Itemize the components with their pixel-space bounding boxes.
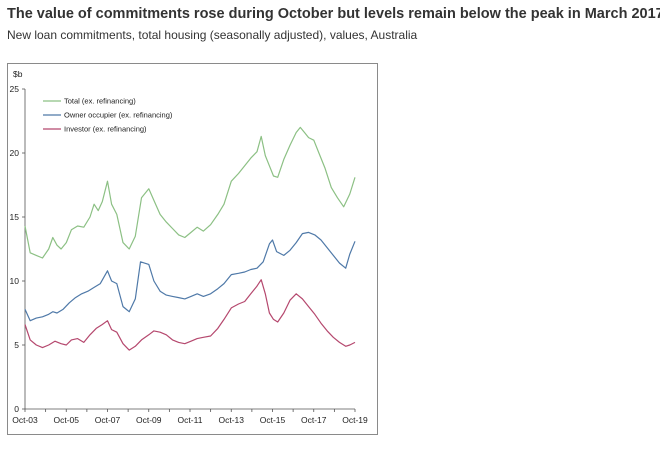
x-tick-label: Oct-05 bbox=[53, 415, 79, 425]
chart-frame: $b 0 5 10 15 20 25 Oct-03 Oct-05 Oct-07 Oct-09 Oct-… bbox=[7, 63, 378, 435]
total-series-line bbox=[24, 126, 356, 259]
x-tick-label: Oct-19 bbox=[342, 415, 368, 425]
x-tick-label: Oct-15 bbox=[260, 415, 286, 425]
legend-investor-label: Investor (ex. refinancing) bbox=[64, 125, 147, 134]
line-chart: $b 0 5 10 15 20 25 Oct-03 Oct-05 Oct-07 Oct-09 Oct-… bbox=[10, 69, 368, 425]
chart-subtitle: New loan commitments, total housing (sea… bbox=[7, 28, 418, 42]
x-tick-label: Oct-13 bbox=[218, 415, 244, 425]
x-tick-label: Oct-11 bbox=[178, 415, 203, 425]
legend-total-label: Total (ex. refinancing) bbox=[64, 97, 136, 106]
x-tick-label: Oct-03 bbox=[12, 415, 38, 425]
y-axis-unit-label: $b bbox=[13, 69, 23, 79]
legend-owner-occupier-label: Owner occupier (ex. refinancing) bbox=[64, 111, 173, 120]
y-tick-label: 0 bbox=[14, 404, 19, 414]
x-tick-label: Oct-17 bbox=[301, 415, 327, 425]
y-tick-label: 15 bbox=[10, 212, 20, 222]
x-tick-label: Oct-07 bbox=[95, 415, 121, 425]
investor-series-line bbox=[24, 279, 356, 351]
y-tick-label: 10 bbox=[10, 276, 20, 286]
y-tick-label: 25 bbox=[10, 84, 20, 94]
chart-title: The value of commitments rose during Oct… bbox=[7, 6, 660, 22]
y-tick-label: 5 bbox=[14, 340, 19, 350]
y-tick-label: 20 bbox=[10, 148, 20, 158]
x-tick-label: Oct-09 bbox=[136, 415, 162, 425]
owner-occupier-series-line bbox=[24, 231, 356, 322]
